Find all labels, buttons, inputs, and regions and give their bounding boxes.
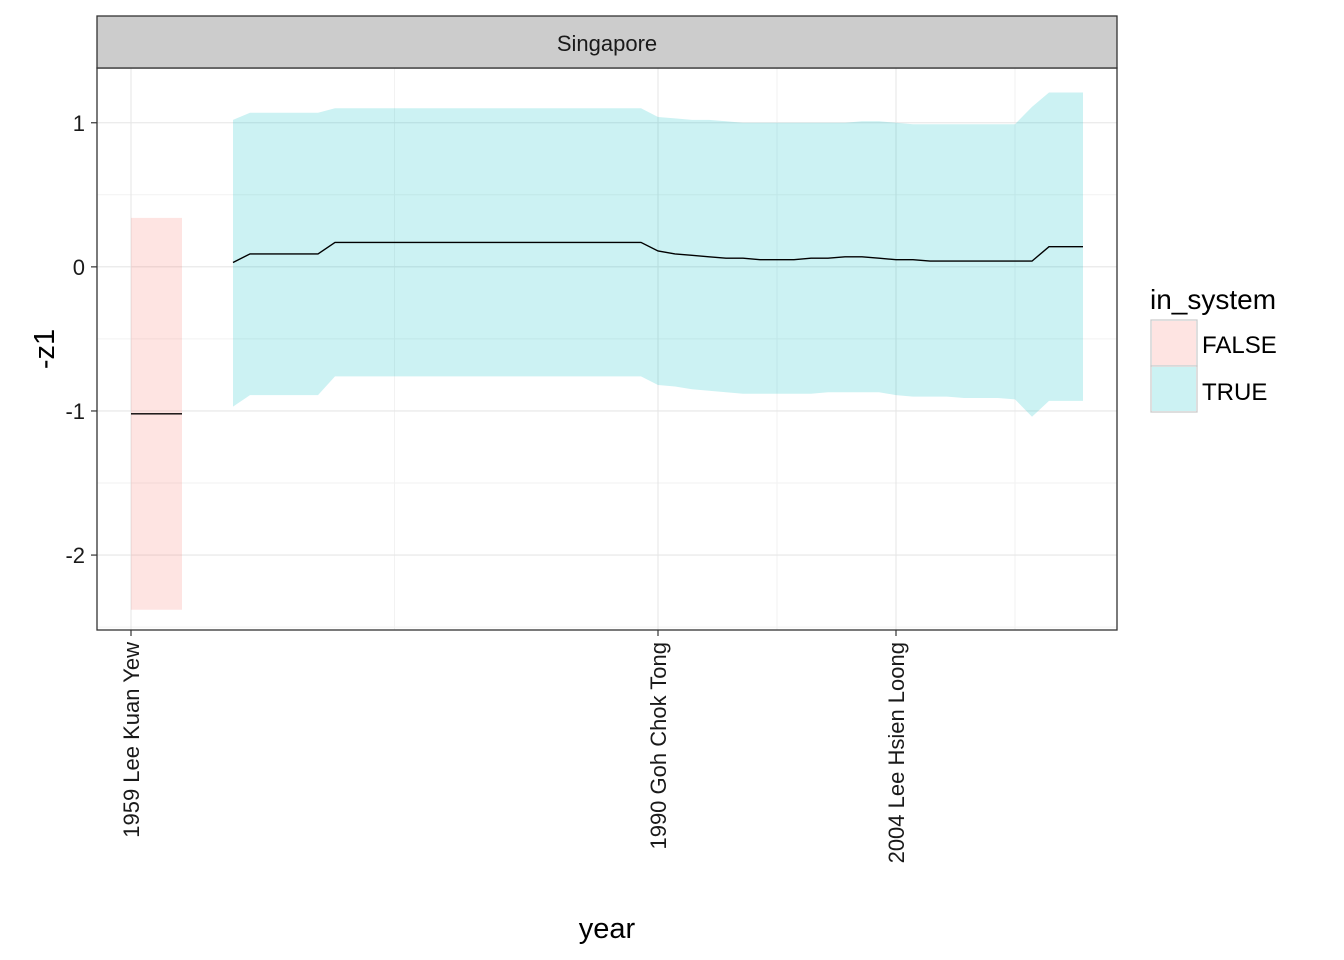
legend-key-true <box>1150 365 1198 413</box>
y-axis-title: -z1 <box>29 329 61 369</box>
x-tick-label: 2004 Lee Hsien Loong <box>884 642 909 863</box>
line-true <box>232 241 1083 264</box>
axes: -2 -1 0 1 1959 Lee Kuan Yew 1990 Goh Chok Ton… <box>65 111 909 864</box>
legend-entry-true: TRUE <box>1150 365 1267 413</box>
legend-title: in_system <box>1150 284 1276 315</box>
legend-key-false <box>1150 319 1198 367</box>
y-tick-label: -1 <box>65 399 85 424</box>
legend-label-true: TRUE <box>1202 379 1267 406</box>
gridlines <box>97 68 1117 630</box>
x-tick-label: 1990 Goh Chok Tong <box>646 642 671 850</box>
plot-panel <box>97 68 1117 630</box>
x-tick-label: 1959 Lee Kuan Yew <box>119 642 144 838</box>
facet-strip <box>96 15 1118 69</box>
facet-title: Singapore <box>557 31 657 56</box>
ribbons <box>131 92 1083 610</box>
y-tick-label: 1 <box>73 111 85 136</box>
series-lines <box>131 241 1083 415</box>
legend: in_system FALSE TRUE <box>1150 284 1277 413</box>
legend-entry-false: FALSE <box>1150 319 1277 367</box>
y-tick-label: -2 <box>65 543 85 568</box>
legend-swatch-false <box>1152 321 1196 365</box>
ribbon-true <box>233 92 1083 417</box>
legend-swatch-true <box>1152 367 1196 411</box>
x-axis-title: year <box>579 913 636 945</box>
legend-label-false: FALSE <box>1202 332 1277 359</box>
y-tick-label: 0 <box>73 255 85 280</box>
